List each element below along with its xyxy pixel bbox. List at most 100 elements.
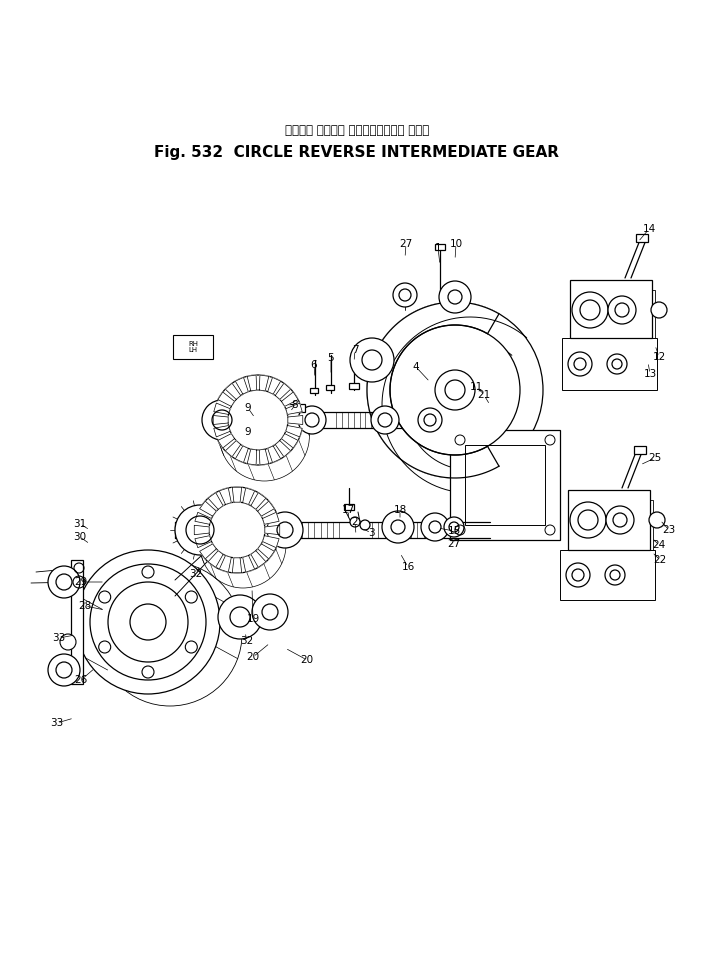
Polygon shape [265,525,280,535]
Text: 1: 1 [435,243,441,253]
Bar [634,446,646,454]
Text: 23: 23 [663,525,675,535]
Circle shape [566,563,590,587]
Polygon shape [219,556,231,572]
Circle shape [382,511,414,543]
Text: 12: 12 [653,352,665,362]
Text: 21: 21 [478,390,491,400]
Circle shape [367,302,543,478]
Polygon shape [218,392,234,407]
Polygon shape [200,501,216,516]
Polygon shape [208,551,223,567]
Polygon shape [243,556,255,572]
Bar [450,430,560,540]
Circle shape [194,487,280,573]
Circle shape [218,595,262,639]
Circle shape [350,517,360,527]
Bar [349,383,359,389]
Bar [326,385,334,390]
Text: 22: 22 [653,555,667,565]
Bar [71,560,83,684]
Polygon shape [263,536,279,548]
Circle shape [570,502,606,538]
Circle shape [572,292,608,328]
Bar [570,280,652,338]
Circle shape [607,354,627,374]
Polygon shape [288,415,303,424]
Polygon shape [213,425,230,437]
Circle shape [48,654,80,686]
Circle shape [439,281,471,313]
Text: 20: 20 [246,652,260,662]
Text: 16: 16 [401,562,415,572]
Text: Fig. 532  CIRCLE REVERSE INTERMEDIATE GEAR: Fig. 532 CIRCLE REVERSE INTERMEDIATE GEA… [154,145,560,160]
Circle shape [228,390,288,450]
Circle shape [76,550,220,694]
Circle shape [649,512,665,528]
Polygon shape [218,434,234,448]
Text: 10: 10 [449,239,463,249]
Circle shape [605,565,625,585]
Bar [465,445,545,525]
Polygon shape [232,487,242,502]
Circle shape [48,566,80,598]
Circle shape [568,352,592,376]
Text: 29: 29 [74,577,88,587]
Text: 4: 4 [413,362,419,372]
Polygon shape [367,302,499,478]
Bar [173,335,213,359]
Circle shape [213,375,303,465]
Bar [310,388,318,393]
Circle shape [350,338,394,382]
Text: サークル リバース インタメジエート ギヤー: サークル リバース インタメジエート ギヤー [285,124,429,136]
Circle shape [267,512,303,548]
Circle shape [298,406,326,434]
Polygon shape [286,403,302,414]
Text: 17: 17 [341,505,355,515]
Text: 15: 15 [448,526,461,536]
Polygon shape [258,544,274,559]
Text: 20: 20 [301,655,313,665]
Polygon shape [213,403,230,414]
Text: RH
LH: RH LH [188,341,198,353]
Circle shape [371,406,399,434]
Polygon shape [263,513,279,524]
Circle shape [421,513,449,541]
Text: 18: 18 [393,505,407,515]
Circle shape [418,408,442,432]
Bar [560,550,655,600]
Text: 9: 9 [245,403,251,413]
Text: 24: 24 [653,540,665,550]
Text: 8: 8 [292,400,298,410]
Circle shape [175,505,225,555]
Text: 25: 25 [648,453,662,463]
Polygon shape [268,378,281,394]
Polygon shape [281,434,298,448]
Text: 33: 33 [52,633,66,643]
Polygon shape [219,487,231,504]
Text: 27: 27 [399,239,413,249]
Text: 7: 7 [352,345,358,355]
Text: 32: 32 [241,636,253,646]
Polygon shape [236,378,248,394]
Polygon shape [268,446,281,462]
Text: 5: 5 [328,353,334,363]
Polygon shape [258,501,274,516]
Bar [580,290,655,340]
Text: 26: 26 [74,675,88,685]
Text: 14: 14 [643,224,655,234]
Polygon shape [226,383,241,399]
Bar [283,404,305,412]
Text: 13: 13 [643,369,657,379]
Circle shape [435,370,475,410]
Polygon shape [194,525,209,535]
Circle shape [651,302,667,318]
Bar [636,234,648,242]
Polygon shape [195,513,211,524]
Polygon shape [286,425,302,437]
Circle shape [209,502,265,558]
Text: 2: 2 [352,517,358,527]
Polygon shape [195,536,211,548]
Circle shape [608,296,636,324]
Circle shape [60,634,76,650]
